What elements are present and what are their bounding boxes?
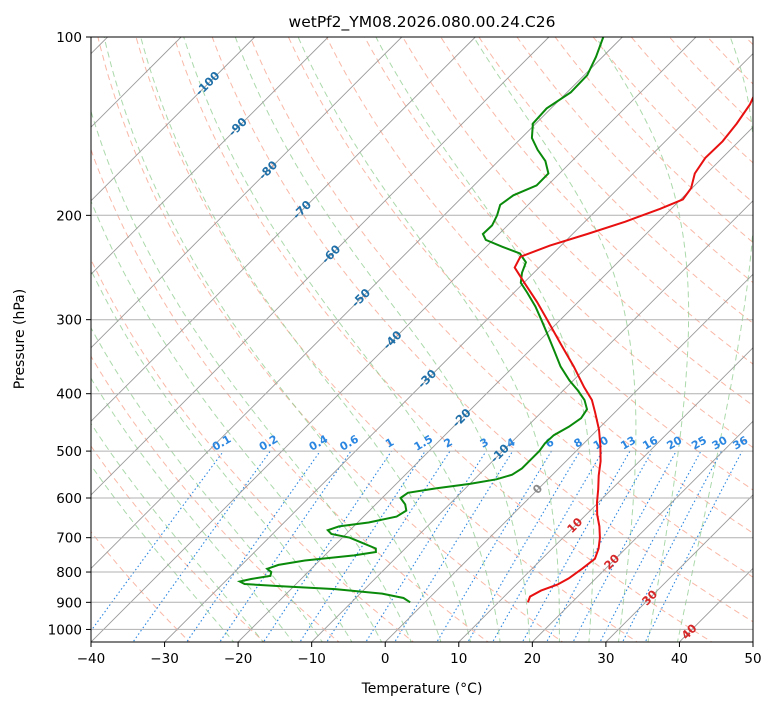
dry-adiabat-line <box>325 37 753 491</box>
y-tick-label: 700 <box>56 531 82 547</box>
y-tick-label: 400 <box>56 387 82 403</box>
isotherms <box>91 37 753 642</box>
isotherm-line <box>531 420 753 642</box>
mixing-ratio-line <box>599 450 702 642</box>
dry-adiabat-line <box>287 37 753 534</box>
mixing-ratio-line <box>394 450 514 642</box>
y-tick-label: 200 <box>56 208 82 224</box>
x-tick-label: 50 <box>744 651 761 667</box>
mixing-ratio-line <box>91 450 224 632</box>
dry-adiabat-line <box>91 258 415 642</box>
isotherm-line <box>605 494 753 642</box>
plot-area <box>91 37 753 642</box>
mixing-ratio-line <box>219 450 352 642</box>
plot-frame <box>90 36 754 643</box>
temperature-line <box>513 95 753 603</box>
pressure-gridlines <box>91 37 753 630</box>
isotherm-line <box>91 37 623 570</box>
y-tick-label: 1000 <box>48 622 82 638</box>
isotherm-line <box>458 347 753 642</box>
isotherm-line <box>91 37 476 422</box>
isotherm-line <box>91 37 697 642</box>
isotherm-line <box>91 37 403 349</box>
moist-adiabat-line <box>91 109 412 642</box>
x-tick-label: 40 <box>671 651 688 667</box>
y-axis-label: Pressure (hPa) <box>12 289 28 389</box>
x-axis-ticks: −40 −30 −20 −10 0 10 20 30 40 50 <box>77 642 762 667</box>
dewpoint-line <box>236 37 605 604</box>
mixing-ratio-line <box>326 450 451 642</box>
isotherm-line <box>91 37 256 202</box>
y-tick-label: 800 <box>56 565 82 581</box>
x-axis-label: Temperature (°C) <box>361 681 483 697</box>
mixing-ratio-line <box>132 450 271 642</box>
x-tick-label: 20 <box>524 651 541 667</box>
dry-adiabat-line <box>402 37 753 407</box>
x-tick-label: 0 <box>381 651 390 667</box>
y-tick-label: 500 <box>56 444 82 460</box>
isotherm-line <box>237 126 753 642</box>
mixing-ratio-line <box>572 450 677 642</box>
isotherm-line <box>164 52 753 642</box>
isotherm-line <box>91 37 550 496</box>
mixing-ratio-line <box>262 450 392 642</box>
y-axis-ticks: 1000 900 800 700 600 500 400 300 200 100 <box>48 30 91 638</box>
dry-adiabat-line <box>249 37 753 578</box>
y-tick-label: 100 <box>56 30 82 46</box>
mixing-ratio-lines <box>91 450 743 642</box>
x-tick-label: −30 <box>150 651 179 667</box>
x-tick-label: 30 <box>597 651 614 667</box>
chart-title: wetPf2_YM08.2026.080.00.24.C26 <box>289 13 556 32</box>
x-tick-label: −40 <box>77 651 106 667</box>
mixing-ratio-line <box>621 450 722 642</box>
isotherm-line <box>384 273 753 642</box>
mixing-ratio-line <box>365 450 487 642</box>
moist-adiabat-line <box>91 199 383 642</box>
isotherm-line <box>311 200 753 642</box>
y-tick-label: 600 <box>56 491 82 507</box>
dry-adiabat-line <box>91 148 489 642</box>
dry-adiabat-line <box>364 37 753 449</box>
mixing-ratio-line <box>467 450 581 642</box>
y-tick-label: 300 <box>56 313 82 329</box>
sounding-profiles <box>236 37 753 604</box>
x-tick-label: 10 <box>450 651 467 667</box>
x-tick-label: −20 <box>224 651 253 667</box>
x-tick-label: −10 <box>297 651 326 667</box>
y-tick-label: 900 <box>56 595 82 611</box>
mixing-ratio-line <box>299 450 426 642</box>
mixing-ratio-line <box>185 450 321 642</box>
isotherm-line <box>91 37 329 275</box>
